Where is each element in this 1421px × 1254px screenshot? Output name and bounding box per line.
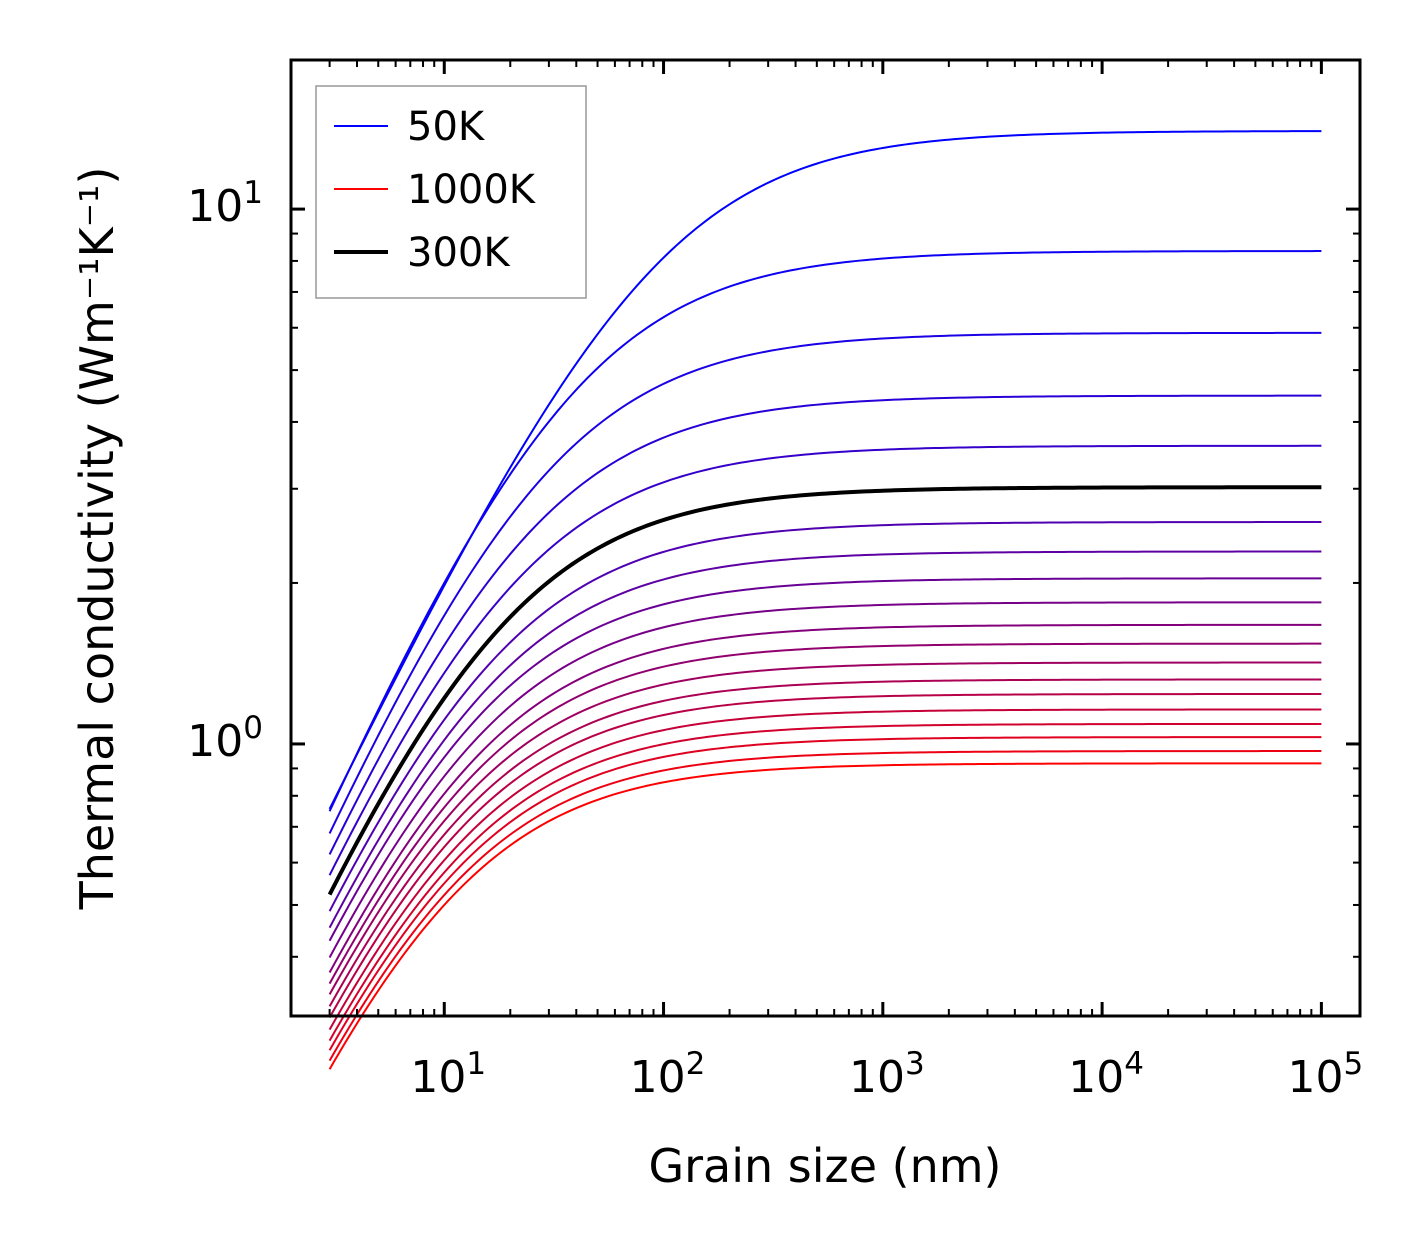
x-tick-label: 105 <box>1288 1046 1364 1103</box>
series-line-250k <box>328 444 1322 876</box>
legend: 50K 1000K 300K <box>315 85 587 299</box>
series-line-900k <box>328 736 1322 1051</box>
series-line-400k <box>328 550 1322 929</box>
series-line-1000k <box>328 762 1322 1070</box>
x-tick-label: 102 <box>630 1046 706 1103</box>
series-line-700k <box>328 678 1322 1007</box>
y-tick-label: 100 <box>187 710 263 767</box>
legend-frame <box>315 85 587 299</box>
x-tick-label: 103 <box>849 1046 925 1103</box>
series-line-550k <box>328 623 1322 973</box>
x-tick-label: 104 <box>1068 1046 1144 1103</box>
series-line-500k <box>328 601 1322 958</box>
legend-label-50k: 50K <box>407 104 486 150</box>
legend-label-300k: 300K <box>407 230 511 276</box>
y-tick-label: 101 <box>187 175 263 232</box>
x-axis-label: Grain size (nm) <box>649 1139 1002 1193</box>
series-line-50k <box>328 130 1322 810</box>
series-line-300k <box>327 485 1322 896</box>
series-line-150k <box>328 331 1322 834</box>
series-line-650k <box>328 661 1322 995</box>
ticks-layer: 101 102 103 104 105 100 101 <box>187 60 1363 1103</box>
series-line-950k <box>328 750 1322 1062</box>
series-line-450k <box>328 577 1322 942</box>
x-tick-label: 101 <box>410 1046 486 1103</box>
series-line-200k <box>328 394 1322 855</box>
series-line-850k <box>328 722 1322 1042</box>
series-line-800k <box>328 708 1322 1031</box>
legend-label-1000k: 1000K <box>407 167 537 213</box>
plot-frame <box>289 58 1362 1018</box>
series-line-600k <box>328 642 1322 985</box>
y-axis-label: Thermal conductivity (Wm⁻¹K⁻¹) <box>70 167 124 911</box>
series-layer <box>327 130 1322 1070</box>
series-line-750k <box>328 693 1322 1019</box>
series-line-350k <box>328 521 1322 912</box>
series-line-100k <box>328 250 1322 812</box>
